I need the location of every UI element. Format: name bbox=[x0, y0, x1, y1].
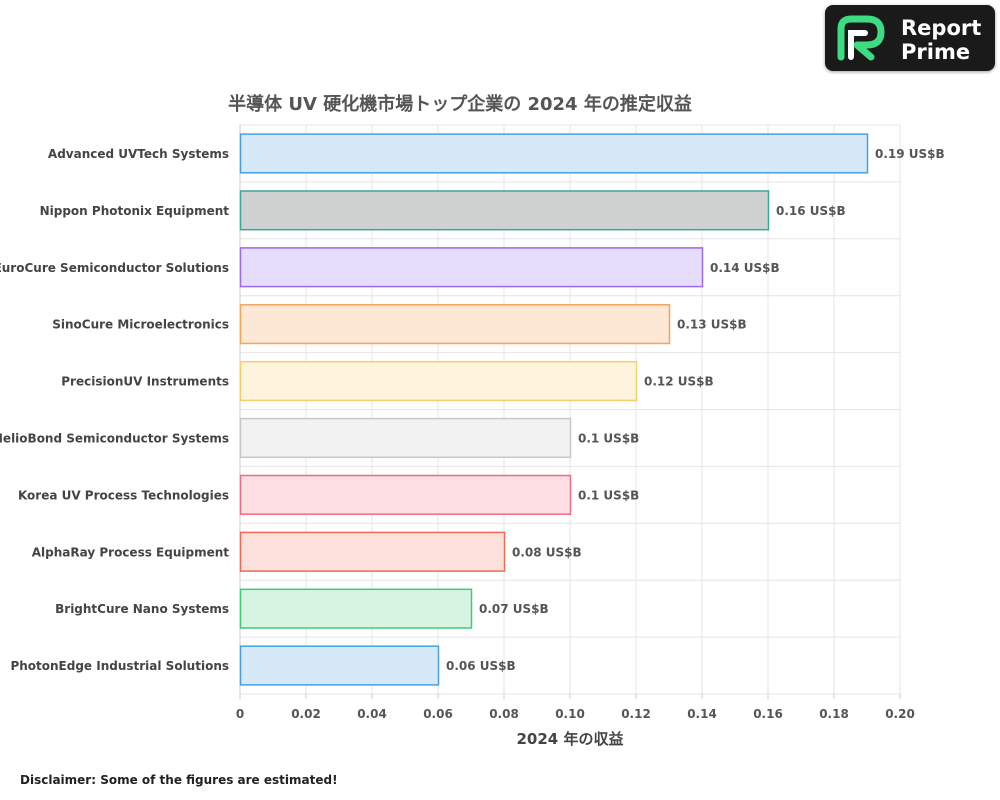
bar bbox=[239, 247, 704, 288]
y-tick-label: Korea UV Process Technologies bbox=[18, 488, 229, 502]
data-label: 0.13 US$B bbox=[677, 318, 747, 332]
x-tick-label: 0.16 bbox=[753, 707, 783, 721]
x-tick-label: 0.04 bbox=[357, 707, 387, 721]
data-label: 0.08 US$B bbox=[512, 545, 582, 559]
chart-title: 半導体 UV 硬化機市場トップ企業の 2024 年の推定収益 bbox=[228, 93, 692, 115]
data-label: 0.1 US$B bbox=[578, 431, 639, 445]
bar bbox=[239, 190, 770, 231]
y-tick-label: AlphaRay Process Equipment bbox=[32, 545, 229, 559]
y-tick-label: Advanced UVTech Systems bbox=[48, 147, 229, 161]
data-label: 0.12 US$B bbox=[644, 375, 714, 389]
y-tick-label: PhotonEdge Industrial Solutions bbox=[10, 659, 229, 673]
disclaimer: Disclaimer: Some of the figures are esti… bbox=[20, 773, 338, 787]
bar bbox=[239, 474, 572, 515]
logo-line-2: Prime bbox=[901, 40, 971, 64]
data-labels: 0.19 US$B 0.16 US$B 0.14 US$B 0.13 US$B 0.12… bbox=[446, 147, 945, 673]
y-tick-label: PrecisionUV Instruments bbox=[61, 375, 229, 389]
logo-line-1: Report bbox=[901, 16, 982, 40]
x-tick-label: 0.08 bbox=[489, 707, 519, 721]
y-tick-label: Nippon Photonix Equipment bbox=[40, 204, 230, 218]
x-tick-label: 0.02 bbox=[291, 707, 321, 721]
report-prime-logo-icon bbox=[837, 15, 885, 61]
data-label: 0.06 US$B bbox=[446, 659, 516, 673]
data-label: 0.07 US$B bbox=[479, 602, 549, 616]
bar bbox=[239, 588, 473, 629]
y-tick-label: EuroCure Semiconductor Solutions bbox=[0, 261, 229, 275]
data-label: 0.19 US$B bbox=[875, 147, 945, 161]
bar bbox=[239, 133, 869, 174]
report-prime-logo: Report Prime bbox=[825, 5, 995, 71]
y-axis-labels: Advanced UVTech Systems Nippon Photonix E… bbox=[0, 147, 229, 673]
x-tick-label: 0.14 bbox=[687, 707, 717, 721]
data-label: 0.16 US$B bbox=[776, 204, 846, 218]
bars bbox=[239, 133, 869, 686]
x-tick-label: 0.10 bbox=[555, 707, 585, 721]
x-tick-label: 0.12 bbox=[621, 707, 651, 721]
y-tick-label: SinoCure Microelectronics bbox=[52, 318, 229, 332]
x-axis-title: 2024 年の収益 bbox=[517, 730, 624, 748]
x-tick-label: 0 bbox=[236, 707, 244, 721]
x-axis-ticks: 0 0.02 0.04 0.06 0.08 0.10 0.12 0.14 0.16 0.18 0.2… bbox=[236, 694, 915, 721]
bar bbox=[239, 360, 638, 402]
data-label: 0.14 US$B bbox=[710, 261, 780, 275]
y-tick-label: BrightCure Nano Systems bbox=[55, 602, 229, 616]
bar bbox=[239, 417, 572, 459]
data-label: 0.1 US$B bbox=[578, 488, 639, 502]
x-tick-label: 0.18 bbox=[819, 707, 849, 721]
bar bbox=[239, 304, 671, 345]
x-tick-label: 0.20 bbox=[885, 707, 915, 721]
bar bbox=[239, 645, 440, 686]
x-tick-label: 0.06 bbox=[423, 707, 453, 721]
y-tick-label: HelioBond Semiconductor Systems bbox=[0, 431, 229, 445]
report-prime-logo-text: Report Prime bbox=[901, 16, 981, 64]
bar bbox=[239, 531, 506, 572]
